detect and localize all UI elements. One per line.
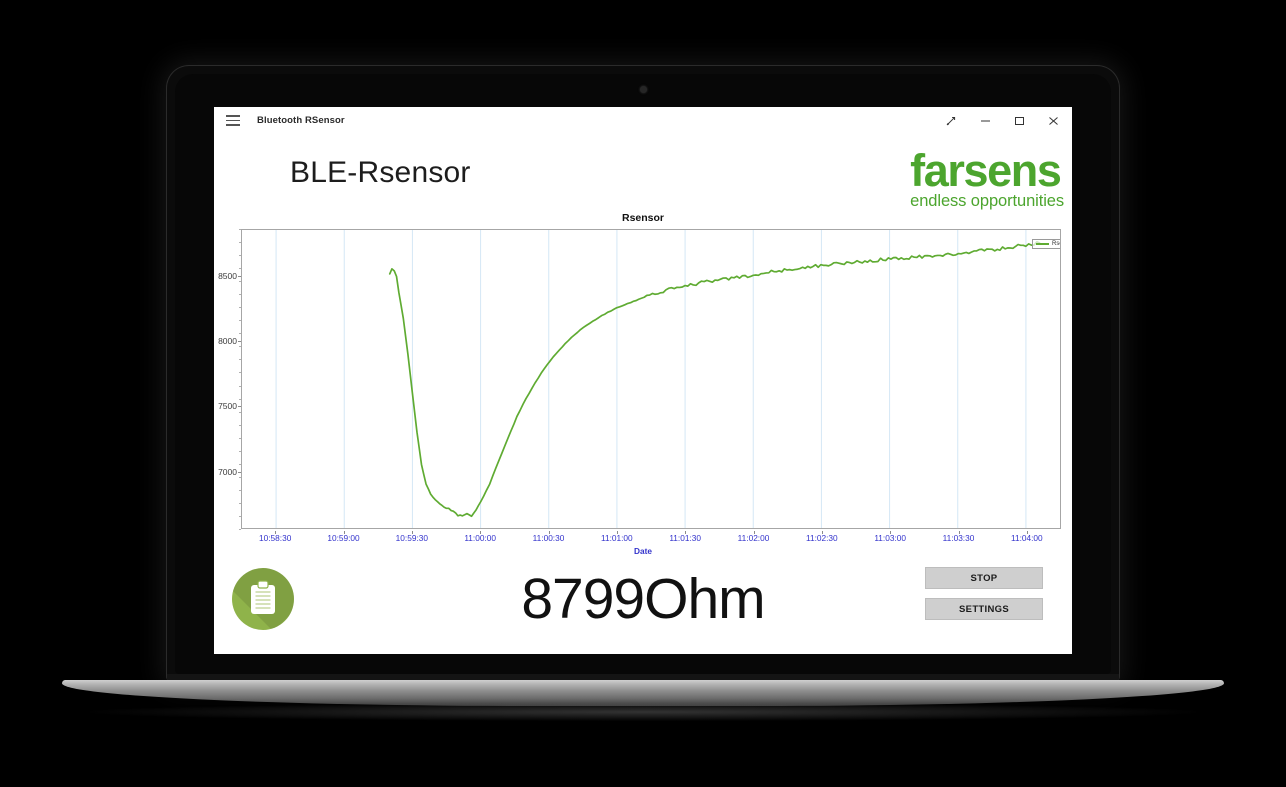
app-footer: 8799Ohm STOP SETTINGS xyxy=(214,560,1072,654)
chart-legend: Rsensor xyxy=(1032,239,1060,249)
y-axis-minor-tick xyxy=(239,411,241,413)
y-axis-label: 8500 xyxy=(218,270,237,281)
y-axis-minor-tick xyxy=(239,385,241,387)
application-window: Bluetooth RSensor xyxy=(214,107,1072,654)
y-axis-minor-tick xyxy=(239,346,241,348)
vertical-gridlines xyxy=(275,230,1027,528)
minimize-button[interactable] xyxy=(968,107,1002,134)
stop-button[interactable]: STOP xyxy=(925,567,1043,589)
x-axis-tick xyxy=(275,531,277,534)
x-axis-label: 11:01:00 xyxy=(600,533,633,543)
data-series-line xyxy=(388,240,1041,518)
y-axis-minor-tick xyxy=(239,359,241,361)
y-axis-minor-tick xyxy=(239,424,241,426)
maximize-icon xyxy=(1014,116,1024,125)
x-axis-tick xyxy=(411,531,413,534)
window-title: Bluetooth RSensor xyxy=(257,115,345,126)
close-button[interactable] xyxy=(1036,107,1070,134)
x-axis-tick xyxy=(958,531,960,534)
y-axis-tick xyxy=(238,275,241,277)
y-axis-minor-tick xyxy=(239,320,241,322)
y-axis-minor-tick xyxy=(239,463,241,465)
y-axis-minor-tick xyxy=(239,242,241,244)
x-axis-tick xyxy=(753,531,755,534)
y-axis-minor-tick xyxy=(239,333,241,335)
laptop-hinge xyxy=(167,674,1119,684)
window-controls xyxy=(934,107,1070,134)
close-icon xyxy=(1048,116,1058,125)
x-axis-label: 11:03:30 xyxy=(942,533,975,543)
x-axis-tick xyxy=(480,531,482,534)
x-axis-label: 11:02:00 xyxy=(737,533,770,543)
webcam-icon xyxy=(640,86,647,93)
plot-area[interactable]: Rsensor xyxy=(241,229,1061,529)
chart-svg xyxy=(275,230,1041,528)
x-axis-tick xyxy=(1026,531,1028,534)
x-axis-label: 11:02:30 xyxy=(805,533,838,543)
y-axis-minor-tick xyxy=(239,281,241,283)
y-axis-minor-tick xyxy=(239,229,241,230)
maximize-button[interactable] xyxy=(1002,107,1036,134)
page-title: BLE-Rsensor xyxy=(290,156,471,189)
x-axis-tick xyxy=(548,531,550,534)
clipboard-icon xyxy=(251,580,275,614)
farsens-logo: farsens endless opportunities xyxy=(910,145,1064,211)
y-axis-tick xyxy=(238,406,241,408)
x-axis-tick xyxy=(343,531,345,534)
y-axis-tick xyxy=(238,471,241,473)
action-buttons: STOP SETTINGS xyxy=(925,567,1043,620)
x-axis-label: 11:04:00 xyxy=(1010,533,1043,543)
y-axis-minor-tick xyxy=(239,515,241,517)
settings-button[interactable]: SETTINGS xyxy=(925,598,1043,620)
laptop-shadow xyxy=(90,703,1196,721)
app-header: BLE-Rsensor farsens endless opportunitie… xyxy=(214,134,1072,210)
x-axis-label: 11:00:00 xyxy=(464,533,496,543)
x-axis-label: 10:58:30 xyxy=(259,533,292,543)
minimize-icon xyxy=(980,120,990,121)
x-axis-label: 10:59:30 xyxy=(395,533,428,543)
y-axis-minor-tick xyxy=(239,437,241,439)
title-bar: Bluetooth RSensor xyxy=(214,107,1072,134)
x-axis-title: Date xyxy=(634,546,652,556)
y-axis-minor-tick xyxy=(239,476,241,478)
chart-container: Rsensor 7000 7500 8000 8500 Rsensor 10:58:3… xyxy=(214,210,1072,560)
x-axis: 10:58:30 10:59:00 10:59:30 11:00:00 11:00:30… xyxy=(241,531,1061,545)
diagonal-arrow-icon xyxy=(946,116,956,125)
logo-wordmark: farsens xyxy=(910,145,1062,196)
x-axis-label: 11:03:00 xyxy=(874,533,906,543)
y-axis-minor-tick xyxy=(239,450,241,452)
x-axis-label: 11:00:30 xyxy=(532,533,565,543)
y-axis-minor-tick xyxy=(239,502,241,504)
x-axis-tick xyxy=(890,531,892,534)
legend-label: Rsensor xyxy=(1052,241,1060,247)
y-axis-minor-tick xyxy=(239,372,241,374)
x-axis-tick xyxy=(685,531,687,534)
legend-color-swatch xyxy=(1036,243,1049,245)
y-axis-minor-tick xyxy=(239,294,241,296)
sensor-reading-value: 8799Ohm xyxy=(521,567,765,631)
y-axis-minor-tick xyxy=(239,529,241,530)
x-axis-tick xyxy=(616,531,618,534)
x-axis-label: 11:01:30 xyxy=(669,533,701,543)
y-axis-minor-tick xyxy=(239,307,241,309)
y-axis-label: 7500 xyxy=(218,401,237,412)
y-axis-minor-tick xyxy=(239,398,241,400)
y-axis-label: 8000 xyxy=(218,336,237,347)
x-axis-tick xyxy=(821,531,823,534)
chart-title: Rsensor xyxy=(621,212,664,224)
y-axis-label: 7000 xyxy=(218,466,237,477)
y-axis-minor-tick xyxy=(239,489,241,491)
y-axis-tick xyxy=(238,341,241,343)
restore-expand-button[interactable] xyxy=(934,107,968,134)
logo-tagline: endless opportunities xyxy=(910,192,1064,211)
hamburger-menu-icon[interactable] xyxy=(226,115,240,126)
y-axis-minor-tick xyxy=(239,255,241,257)
y-axis-minor-tick xyxy=(239,268,241,270)
y-axis: 7000 7500 8000 8500 xyxy=(214,229,241,530)
clipboard-icon-button[interactable] xyxy=(232,568,294,630)
x-axis-label: 10:59:00 xyxy=(327,533,360,543)
